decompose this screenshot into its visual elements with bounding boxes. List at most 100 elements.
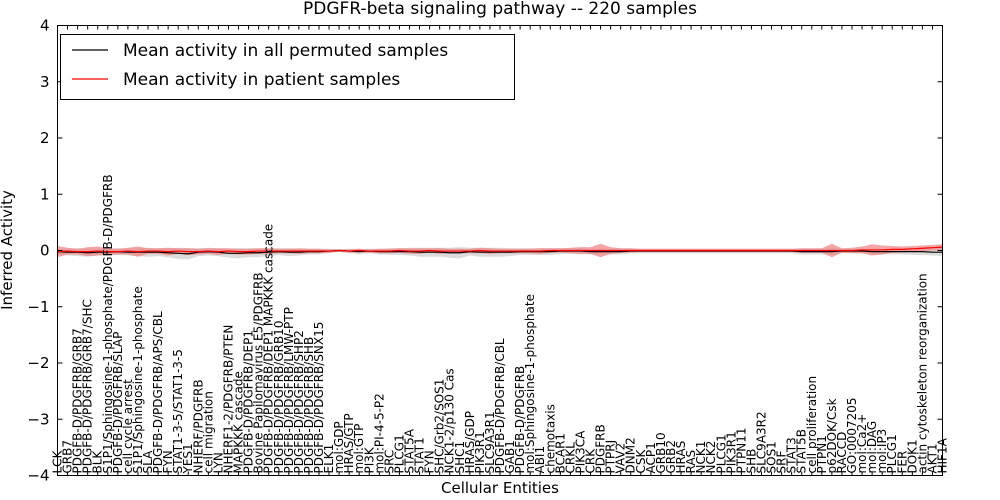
x-tick-label: mol:Sphingosine-1-phosphate (523, 294, 537, 474)
x-tick-label: STAT1-3-5/STAT1-3-5 (171, 349, 185, 473)
y-tick-label: −1 (27, 298, 49, 316)
x-tick-label: FYN (161, 450, 175, 473)
x-tick-label: BCAR1 (553, 433, 567, 474)
x-tick-label: actin cytoskeleton reorganization (915, 273, 929, 473)
x-tick-label: GRB7 (61, 440, 75, 474)
x-tick-label: PDGFB-D/PDGFRB/SLAP (111, 332, 125, 474)
x-tick-label: NCK2 (704, 441, 718, 474)
x-tick-label: Bovine Papilomavirus E5/PDGFRB (252, 272, 266, 473)
x-tick-label: PTPRJ (604, 440, 618, 474)
x-tick-label: ELK1 (322, 444, 336, 474)
x-tick-label: SLC9A3R2 (754, 411, 768, 473)
x-tick-label: mol:PI-4-5-P2 (372, 393, 386, 473)
x-tick-label: PIK3R1 (473, 431, 487, 473)
y-tick-label: −2 (27, 354, 49, 372)
x-tick-label: cell migration (201, 391, 215, 473)
x-tick-label: LYN (211, 452, 225, 473)
x-tick-label: SLC9A3R1 (483, 411, 497, 473)
y-tick-label: 2 (40, 129, 50, 147)
x-tick-label: CRKL (563, 442, 577, 474)
x-tick-label: RACCD (835, 432, 849, 474)
x-tick-label: CRK (584, 448, 598, 474)
x-tick-label: PDGFB-D/PDGFRB/APS/CBL (151, 311, 165, 474)
x-tick-label: SOS1 (765, 441, 779, 473)
series-lines (57, 246, 943, 255)
y-tick-label: 1 (40, 185, 50, 203)
x-tick-label: SHC/Grb2/SOS1 (433, 379, 447, 474)
chart-title: PDGFR-beta signaling pathway -- 220 samp… (303, 0, 697, 19)
legend-label-permuted: Mean activity in all permuted samples (123, 41, 448, 61)
x-tick-label: HRAS (674, 441, 688, 474)
x-tick-label: STAT5B (795, 429, 809, 474)
y-tick-label: 0 (40, 242, 50, 260)
x-tick-label: PIK3CA (573, 430, 587, 474)
x-tick-label: PDGFB-D/PDGFRB/GRB7 (71, 328, 85, 473)
y-tick-label: 4 (40, 17, 50, 35)
x-tick-label: S1P1/Sphingosine-1-phosphate (131, 286, 145, 473)
x-axis-label: Cellular Entities (441, 479, 559, 497)
x-tick-label: PTPN1 (815, 435, 829, 473)
x-tick-label: p62DOK/Csk (825, 398, 839, 473)
x-tick-label: PDGFB-D/PDGFRB (513, 366, 527, 474)
x-tick-label: mol:IP3 (875, 429, 889, 474)
x-tick-label: PDGFB-D/PDGFRB/SNX15 (312, 322, 326, 474)
x-tick-label: cell cycle arrest (121, 379, 135, 474)
x-tick-label: YES1 (181, 443, 195, 474)
x-tick-label: FYN (423, 450, 437, 473)
x-tick-label: BLK (91, 450, 105, 474)
legend: Mean activity in all permuted samples Me… (60, 34, 515, 100)
x-tick-label: DNM2 (624, 437, 638, 473)
x-tick-label: RAS (684, 450, 698, 474)
line-series-1 (57, 246, 943, 253)
x-tick-label: GAB1 (503, 440, 517, 473)
x-tick-label: DOK1 (905, 439, 919, 473)
x-tick-label: mol:GTP (352, 424, 366, 474)
x-tick-label: PDGFB-D/PDGFRB/SHP2 (292, 330, 306, 473)
x-tick-label: PDGFRB (594, 424, 608, 473)
x-tick-label: GO:0007205 (845, 397, 859, 473)
x-tick-label: CSK (634, 449, 648, 474)
x-tick-label: mol:DAG (865, 421, 879, 474)
x-tick-label: chemotaxis (543, 404, 557, 473)
x-tick-label: VAV2 (614, 443, 628, 474)
y-tick-label: −4 (27, 467, 49, 485)
x-tick-label: NHERF/PDGFRB (191, 379, 205, 473)
x-tick-label: HRAS/GTP (342, 413, 356, 473)
x-tick-label: SRF (775, 451, 789, 474)
x-tick-label: LCK (51, 449, 65, 473)
x-tick-label: GRB10 (654, 432, 668, 473)
y-tick-label: 3 (40, 73, 50, 91)
x-tick-label: PTPN11 (734, 427, 748, 473)
legend-frame (60, 34, 515, 100)
x-tick-label: PDGFB-D/PDGFRB/DEP1 (242, 330, 256, 474)
x-tick-label: PLCG1 (392, 434, 406, 473)
x-tick-label: PDGFB-D/PDGFRB/GRB7/SHC (81, 299, 95, 473)
x-tick-label: STAT3 (785, 437, 799, 473)
x-tick-label: HIF1A (936, 437, 950, 473)
x-tick-label: PDGFB-D/PDGFRB/CBL (493, 338, 507, 473)
x-tick-label: mol:GDP (332, 421, 346, 473)
x-tick-label: PDGFB-D/PDGFRB/GRB10 (272, 321, 286, 474)
x-tick-label: GRB2 (664, 440, 678, 474)
x-tick-label: PI3K (362, 446, 376, 473)
x-tick-label: PDGFB-D/PDGFRB/SHB (302, 337, 316, 474)
x-tick-label: PLCG1 (714, 434, 728, 473)
x-tick-label: mol:Ca2+ (855, 414, 869, 474)
x-axis: LCKGRB7PDGFB-D/PDGFRB/GRB7PDGFB-D/PDGFRB… (51, 25, 950, 476)
x-tick-label: AKT1 (925, 443, 939, 473)
y-axis: −4 −3 −2 −1 0 1 2 3 4 (27, 17, 943, 485)
x-tick-label: PDGFB-D/PDGFRB/DEP1 MAPKKK cascade (262, 224, 276, 474)
x-tick-label: NHERF1-2/PDGFRB/PTEN (221, 325, 235, 474)
x-tick-label: PLCG1 (885, 434, 899, 473)
x-tick-label: PDGFB-D/PDGFRB/LMW-PTP (282, 307, 296, 473)
x-tick-label: HRAS/GDP (463, 411, 477, 474)
y-axis-label: Inferred Activity (0, 190, 16, 310)
x-tick-label: NCK1 (694, 441, 708, 474)
x-tick-label: NCK1-2/p130 Cas (443, 368, 457, 473)
x-tick-label: SHB (744, 449, 758, 474)
x-tick-label: PIK3R1 (724, 431, 738, 473)
x-tick-label: cell proliferation (805, 376, 819, 474)
x-tick-label: FER (895, 451, 909, 474)
x-tick-label: STAT5A (402, 428, 416, 473)
